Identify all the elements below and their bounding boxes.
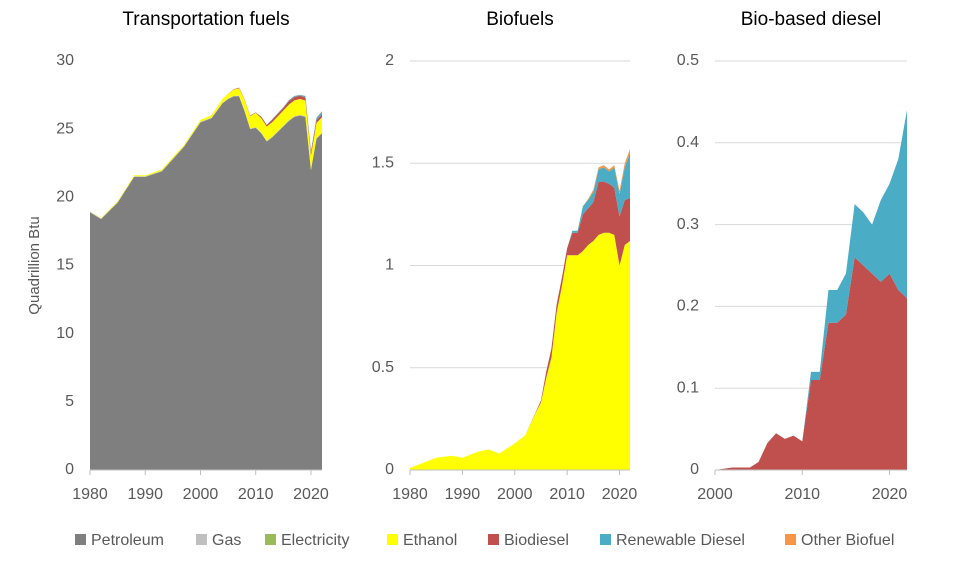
x-tick-label: 2000 — [697, 486, 733, 503]
x-tick-label: 2020 — [602, 486, 638, 503]
y-tick-label: 25 — [56, 120, 74, 137]
area — [410, 181, 630, 468]
x-tick-label: 2020 — [293, 486, 329, 503]
area — [715, 257, 907, 470]
y-tick-label: 0.1 — [677, 379, 699, 396]
legend-label: Other Biofuel — [801, 532, 894, 549]
chart-title: Transportation fuels — [122, 9, 289, 30]
legend-label: Ethanol — [403, 532, 457, 549]
y-tick-label: 0 — [690, 461, 699, 478]
x-tick-label: 2010 — [238, 486, 274, 503]
x-tick-label: 2000 — [183, 486, 219, 503]
x-tick-label: 1980 — [392, 486, 428, 503]
legend-swatch — [196, 534, 207, 545]
y-tick-label: 20 — [56, 189, 74, 206]
y-tick-label: 0.4 — [677, 134, 699, 151]
legend-label: Biodiesel — [504, 532, 569, 549]
y-tick-label: 2 — [385, 52, 394, 69]
x-tick-label: 1990 — [445, 486, 481, 503]
area — [90, 88, 322, 219]
legend-swatch — [387, 534, 398, 545]
x-tick-label: 1980 — [72, 486, 108, 503]
y-tick-label: 0.5 — [372, 359, 394, 376]
legend-swatch — [75, 534, 86, 545]
x-tick-label: 2000 — [497, 486, 533, 503]
y-tick-label: 10 — [56, 325, 74, 342]
y-tick-label: 0 — [65, 461, 74, 478]
y-tick-label: 1.5 — [372, 154, 394, 171]
area — [90, 95, 322, 220]
x-tick-label: 1990 — [127, 486, 163, 503]
y-tick-label: 5 — [65, 393, 74, 410]
y-tick-label: 15 — [56, 257, 74, 274]
legend-swatch — [265, 534, 276, 545]
y-tick-label: 0.2 — [677, 298, 699, 315]
y-tick-label: 0.5 — [677, 52, 699, 69]
y-tick-label: 1 — [385, 257, 394, 274]
y-tick-label: 0 — [385, 461, 394, 478]
legend-label: Electricity — [281, 532, 349, 549]
x-tick-label: 2020 — [872, 486, 908, 503]
chart-title: Bio-based diesel — [741, 9, 881, 30]
chart-title: Biofuels — [486, 9, 554, 30]
y-axis-label: Quadrillion Btu — [26, 216, 43, 314]
y-tick-label: 0.3 — [677, 216, 699, 233]
area — [410, 153, 630, 468]
area — [410, 232, 630, 470]
x-tick-label: 2010 — [784, 486, 820, 503]
legend-label: Petroleum — [91, 532, 164, 549]
legend-swatch — [600, 534, 611, 545]
legend-label: Renewable Diesel — [616, 532, 745, 549]
legend-swatch — [785, 534, 796, 545]
x-tick-label: 2010 — [549, 486, 585, 503]
legend-label: Gas — [212, 532, 241, 549]
y-tick-label: 30 — [56, 52, 74, 69]
legend-swatch — [488, 534, 499, 545]
area — [90, 96, 322, 470]
